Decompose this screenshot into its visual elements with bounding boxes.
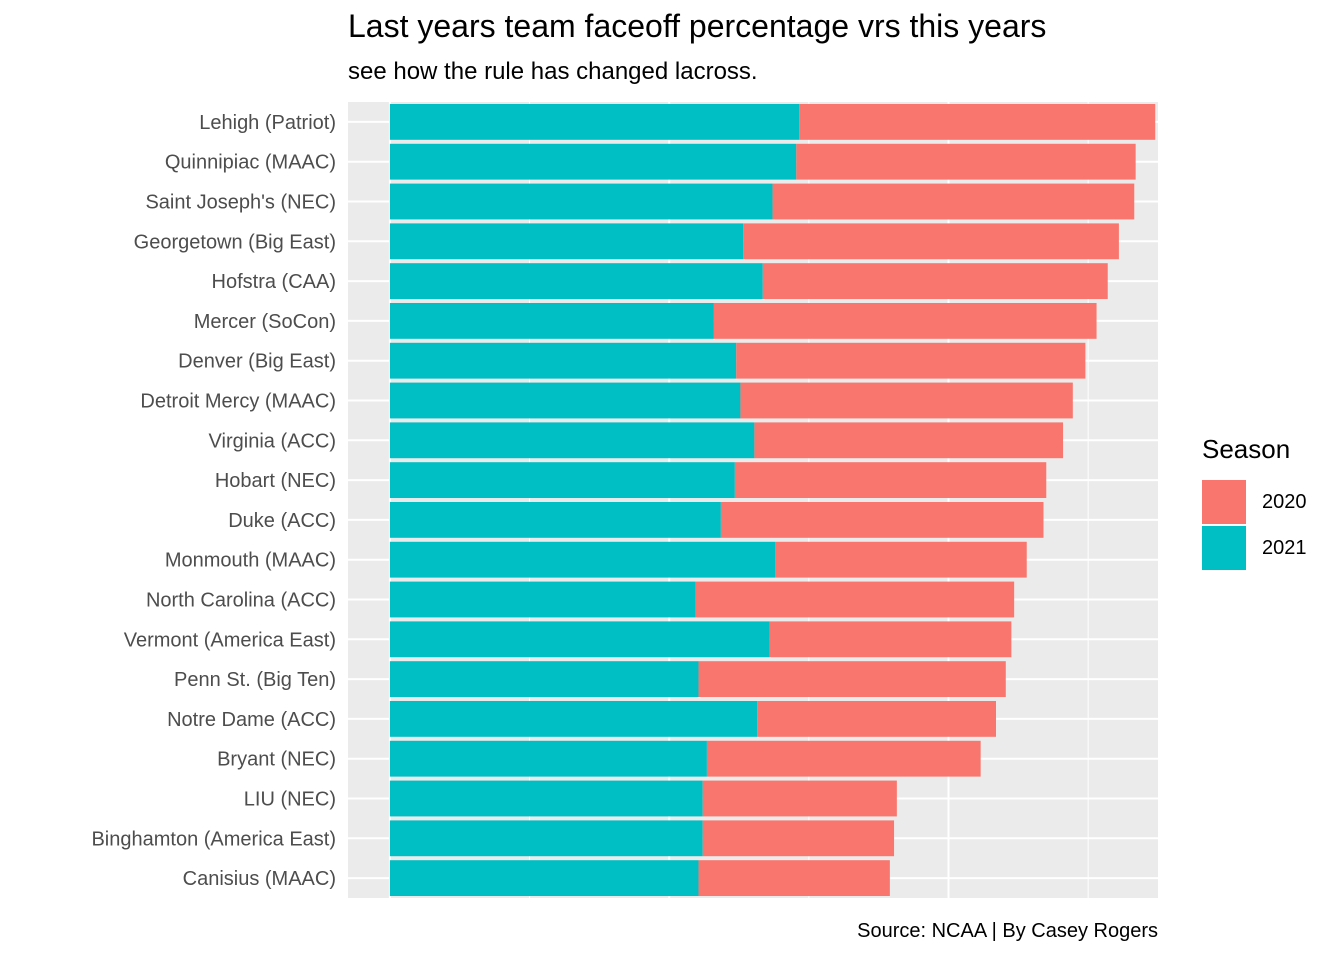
bar-2021 (389, 661, 699, 698)
bar-2021 (389, 700, 758, 737)
y-tick-label: Notre Dame (ACC) (167, 709, 336, 731)
y-tick-label: Lehigh (Patriot) (199, 112, 336, 134)
bar-2021 (389, 223, 744, 260)
bar-2020 (740, 382, 1073, 419)
legend-label-2020: 2020 (1262, 490, 1307, 513)
y-tick-label: Virginia (ACC) (209, 430, 336, 452)
bar-2021 (389, 541, 776, 578)
legend-item-2021: 2021 (1202, 525, 1307, 571)
chart-title: Last years team faceoff percentage vrs t… (348, 8, 1047, 44)
legend-item-2020: 2020 (1202, 479, 1307, 525)
y-tick-label: North Carolina (ACC) (146, 590, 336, 612)
bar-2021 (389, 621, 770, 658)
y-tick-label: Denver (Big East) (178, 351, 336, 373)
y-tick-label: Bryant (NEC) (217, 749, 336, 771)
bar-2021 (389, 422, 755, 459)
bar-2021 (389, 382, 741, 419)
bars (389, 103, 1156, 897)
bar-2021 (389, 302, 714, 339)
bar-2021 (389, 820, 703, 857)
y-axis-labels: Lehigh (Patriot) Quinnipiac (MAAC) Saint J… (91, 112, 336, 890)
bar-2020 (743, 223, 1119, 260)
bar-2020 (702, 820, 895, 857)
bar-2020 (772, 183, 1135, 220)
bar-2021 (389, 342, 737, 379)
bar-2021 (389, 740, 707, 777)
y-tick-label: Georgetown (Big East) (134, 231, 336, 253)
bar-2020 (695, 581, 1015, 618)
bar-2021 (389, 103, 800, 140)
chart-subtitle: see how the rule has changed lacross. (348, 58, 758, 85)
bar-2021 (389, 183, 773, 220)
legend-swatch-2021 (1202, 526, 1246, 570)
bar-2020 (775, 541, 1027, 578)
bar-2020 (769, 621, 1012, 658)
bar-2020 (698, 860, 890, 897)
bar-2021 (389, 780, 703, 817)
bar-2021 (389, 143, 797, 180)
y-tick-label: Duke (ACC) (228, 510, 336, 532)
bar-2020 (799, 103, 1156, 140)
bar-2020 (698, 661, 1006, 698)
bar-2020 (706, 740, 981, 777)
legend: Season 2020 2021 (1202, 434, 1307, 571)
legend-label-2021: 2021 (1262, 536, 1307, 559)
y-tick-label: Mercer (SoCon) (194, 311, 336, 333)
bar-2020 (736, 342, 1086, 379)
bar-2020 (762, 263, 1108, 300)
bar-2020 (720, 501, 1044, 538)
y-tick-label: Saint Joseph's (NEC) (145, 192, 336, 214)
plot-panel (348, 102, 1158, 898)
bar-2021 (389, 860, 699, 897)
y-tick-label: Penn St. (Big Ten) (174, 669, 336, 691)
bar-2021 (389, 501, 721, 538)
y-tick-label: LIU (NEC) (244, 789, 336, 811)
legend-swatch-2020 (1202, 480, 1246, 524)
y-tick-label: Hofstra (CAA) (212, 271, 336, 293)
bar-2020 (796, 143, 1136, 180)
bar-2020 (702, 780, 897, 817)
y-tick-label: Canisius (MAAC) (183, 868, 336, 890)
y-tick-label: Quinnipiac (MAAC) (165, 152, 336, 174)
y-tick-label: Hobart (NEC) (215, 470, 336, 492)
bar-2020 (757, 700, 996, 737)
bar-2021 (389, 462, 735, 499)
y-tick-label: Detroit Mercy (MAAC) (140, 391, 336, 413)
y-tick-label: Binghamton (America East) (91, 828, 336, 850)
y-tick-label: Vermont (America East) (124, 629, 336, 651)
source-caption: Source: NCAA | By Casey Rogers (857, 920, 1158, 942)
y-tick-label: Monmouth (MAAC) (165, 550, 336, 572)
legend-title: Season (1202, 434, 1291, 464)
bar-2020 (754, 422, 1064, 459)
bar-2021 (389, 263, 763, 300)
bar-2020 (713, 302, 1097, 339)
bar-2020 (734, 462, 1047, 499)
bar-2021 (389, 581, 696, 618)
